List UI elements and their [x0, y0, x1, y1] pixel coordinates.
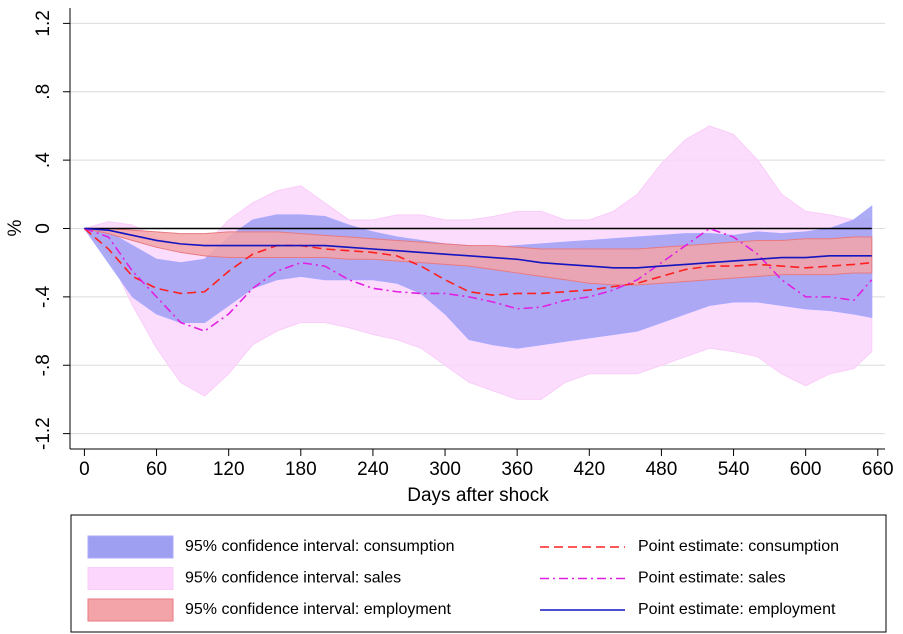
legend-box — [70, 514, 887, 633]
plot-area — [83, 125, 873, 400]
x-tick-label: 420 — [573, 459, 605, 480]
legend-label: 95% confidence interval: sales — [185, 570, 401, 587]
legend-swatch — [87, 567, 174, 590]
line — [83, 227, 872, 296]
y-tick-label: -1.2 — [33, 417, 54, 450]
y-tick-label: .4 — [33, 152, 54, 168]
legend-label: Point estimate: sales — [638, 570, 786, 587]
x-tick-label: 660 — [862, 459, 894, 480]
y-axis-title: % — [5, 219, 26, 236]
legend-label: 95% confidence interval: employment — [185, 601, 451, 618]
axes: -1.2 -.8 -.4 0 .4 .8 1.2 0 60 120 180 240 300 360 420 4… — [33, 8, 894, 480]
y-tick-label: 0 — [33, 223, 54, 234]
x-tick-label: 480 — [646, 459, 678, 480]
x-tick-label: 120 — [213, 459, 245, 480]
x-tick-label: 360 — [501, 459, 533, 480]
x-axis-title: Days after shock — [407, 485, 549, 506]
line — [84, 227, 873, 332]
x-tick-label: 240 — [357, 459, 389, 480]
legend: 95% confidence interval: consumption Poin… — [87, 535, 839, 622]
line — [84, 227, 872, 269]
legend-swatch — [87, 598, 174, 622]
y-tick-label: -.8 — [33, 354, 54, 376]
x-tick-label: 0 — [79, 459, 90, 480]
x-tick-label: 60 — [146, 459, 167, 480]
y-tick-label: .8 — [33, 84, 54, 100]
y-tick-label: 1.2 — [33, 10, 54, 36]
legend-label: 95% confidence interval: consumption — [185, 538, 455, 555]
x-tick-label: 540 — [718, 459, 750, 480]
x-tick-label: 180 — [285, 459, 317, 480]
x-tick-label: 300 — [429, 459, 461, 480]
y-tick-label: -.4 — [33, 285, 54, 308]
legend-label: Point estimate: employment — [638, 601, 836, 618]
x-tick-label: 600 — [790, 459, 822, 480]
legend-label: Point estimate: consumption — [638, 538, 839, 555]
legend-swatch — [87, 535, 174, 559]
